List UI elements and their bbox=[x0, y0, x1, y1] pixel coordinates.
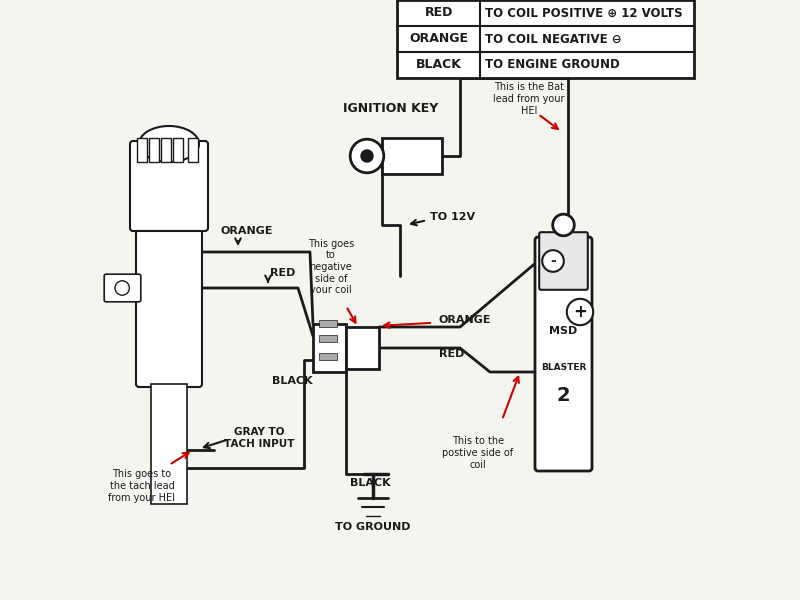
Text: 2: 2 bbox=[557, 386, 570, 404]
Bar bbox=[319, 353, 337, 360]
Bar bbox=[397, 0, 694, 78]
Text: MSD: MSD bbox=[550, 326, 578, 336]
Circle shape bbox=[553, 214, 574, 236]
Bar bbox=[173, 138, 182, 162]
FancyBboxPatch shape bbox=[313, 324, 346, 372]
Bar bbox=[319, 335, 337, 342]
Text: BLACK: BLACK bbox=[350, 478, 390, 488]
Text: ORANGE: ORANGE bbox=[439, 315, 491, 325]
Bar bbox=[188, 138, 198, 162]
Text: IGNITION KEY: IGNITION KEY bbox=[343, 101, 438, 115]
Text: BLACK: BLACK bbox=[272, 376, 312, 386]
Text: TO COIL POSITIVE ⊕ 12 VOLTS: TO COIL POSITIVE ⊕ 12 VOLTS bbox=[485, 7, 682, 19]
FancyBboxPatch shape bbox=[535, 237, 592, 471]
Bar bbox=[149, 138, 158, 162]
FancyBboxPatch shape bbox=[539, 232, 588, 290]
Text: This goes to
the tach lead
from your HEI: This goes to the tach lead from your HEI bbox=[109, 469, 175, 503]
Ellipse shape bbox=[139, 126, 199, 162]
Bar bbox=[138, 138, 146, 162]
Text: GRAY TO
TACH INPUT: GRAY TO TACH INPUT bbox=[224, 427, 294, 449]
Text: TO GROUND: TO GROUND bbox=[335, 522, 410, 532]
Circle shape bbox=[350, 139, 384, 173]
Text: This is the Bat
lead from your
HEI: This is the Bat lead from your HEI bbox=[494, 82, 565, 116]
Text: ORANGE: ORANGE bbox=[409, 32, 468, 46]
FancyBboxPatch shape bbox=[346, 327, 379, 369]
Text: ORANGE: ORANGE bbox=[221, 226, 274, 236]
Text: TO COIL NEGATIVE ⊖: TO COIL NEGATIVE ⊖ bbox=[485, 32, 622, 46]
Text: BLASTER: BLASTER bbox=[541, 363, 586, 372]
Text: This goes
to
negative
side of
your coil: This goes to negative side of your coil bbox=[308, 239, 354, 295]
FancyBboxPatch shape bbox=[104, 274, 141, 302]
Text: BLACK: BLACK bbox=[416, 58, 462, 71]
FancyBboxPatch shape bbox=[130, 141, 208, 231]
Circle shape bbox=[361, 150, 373, 162]
Text: RED: RED bbox=[439, 349, 464, 359]
Text: This to the
postive side of
coil: This to the postive side of coil bbox=[442, 436, 514, 470]
Text: +: + bbox=[573, 303, 587, 321]
Bar bbox=[319, 320, 337, 327]
Bar bbox=[161, 138, 171, 162]
Bar bbox=[151, 384, 187, 504]
Bar bbox=[382, 138, 442, 174]
Circle shape bbox=[542, 250, 564, 272]
Text: TO ENGINE GROUND: TO ENGINE GROUND bbox=[485, 58, 620, 71]
Text: TO 12V: TO 12V bbox=[430, 212, 475, 222]
FancyBboxPatch shape bbox=[136, 213, 202, 387]
Circle shape bbox=[566, 299, 594, 325]
Text: RED: RED bbox=[270, 268, 296, 278]
Text: RED: RED bbox=[424, 7, 453, 19]
Text: -: - bbox=[550, 254, 556, 268]
Circle shape bbox=[115, 281, 130, 295]
